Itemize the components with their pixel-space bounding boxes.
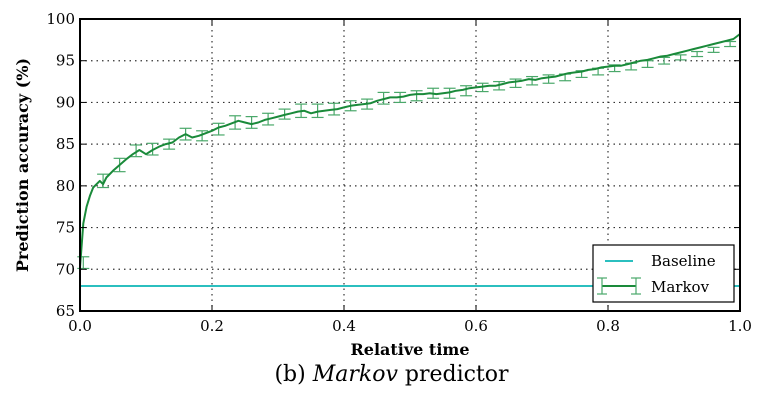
legend: Baseline Markov — [592, 244, 735, 303]
errorbar — [641, 60, 654, 68]
errorbar — [245, 116, 258, 129]
errorbar — [196, 130, 209, 142]
y-tick-label: 85 — [56, 135, 75, 153]
legend-baseline-label: Baseline — [651, 252, 716, 270]
y-tick-label: 95 — [56, 52, 75, 70]
x-tick-label: 1.0 — [728, 317, 752, 335]
y-tick-labels: 65 70 75 80 85 90 95 100 — [46, 10, 75, 320]
caption-prefix: (b) — [274, 362, 313, 387]
y-tick-label: 100 — [46, 10, 75, 28]
chart: 0.0 0.2 0.4 0.6 0.8 1.0 65 70 75 80 85 90 95 100 Rel… — [13, 10, 752, 359]
ticks — [79, 18, 741, 312]
errorbar — [542, 74, 555, 84]
caption-suffix: predictor — [397, 362, 509, 387]
errorbar — [658, 56, 671, 65]
x-tick-labels: 0.0 0.2 0.4 0.6 0.8 1.0 — [68, 317, 752, 335]
x-tick-label: 0.2 — [200, 317, 224, 335]
errorbar — [212, 122, 225, 136]
y-tick-label: 90 — [56, 93, 75, 111]
figure-caption: (b) Markov predictor — [0, 362, 783, 387]
y-tick-label: 65 — [56, 302, 75, 320]
errorbar — [509, 78, 522, 89]
errorbar — [707, 46, 720, 53]
errorbar — [130, 144, 143, 158]
errorbar — [691, 50, 704, 58]
legend-markov-swatch — [597, 277, 641, 295]
x-tick-label: 0.6 — [464, 317, 488, 335]
errorbar — [97, 173, 110, 189]
x-tick-label: 0.4 — [332, 317, 356, 335]
y-tick-label: 80 — [56, 177, 75, 195]
caption-italic: Markov — [312, 362, 398, 387]
x-axis-label: Relative time — [350, 340, 469, 359]
y-tick-label: 75 — [56, 219, 75, 237]
x-tick-label: 0.8 — [596, 317, 620, 335]
plot-frame — [79, 18, 741, 312]
series-layer — [79, 33, 741, 268]
y-tick-label: 70 — [56, 260, 75, 278]
errorbar — [460, 85, 473, 97]
errorbar — [410, 90, 423, 102]
markov-line — [79, 33, 741, 268]
errorbar — [526, 75, 539, 86]
errorbar — [724, 40, 737, 48]
errorbar — [674, 54, 687, 61]
x-tick-label: 0.0 — [68, 317, 92, 335]
legend-markov-label: Markov — [651, 278, 710, 296]
y-axis-label: Prediction accuracy (%) — [13, 58, 32, 272]
legend-box — [592, 244, 735, 303]
errorbar-layer — [77, 40, 737, 270]
